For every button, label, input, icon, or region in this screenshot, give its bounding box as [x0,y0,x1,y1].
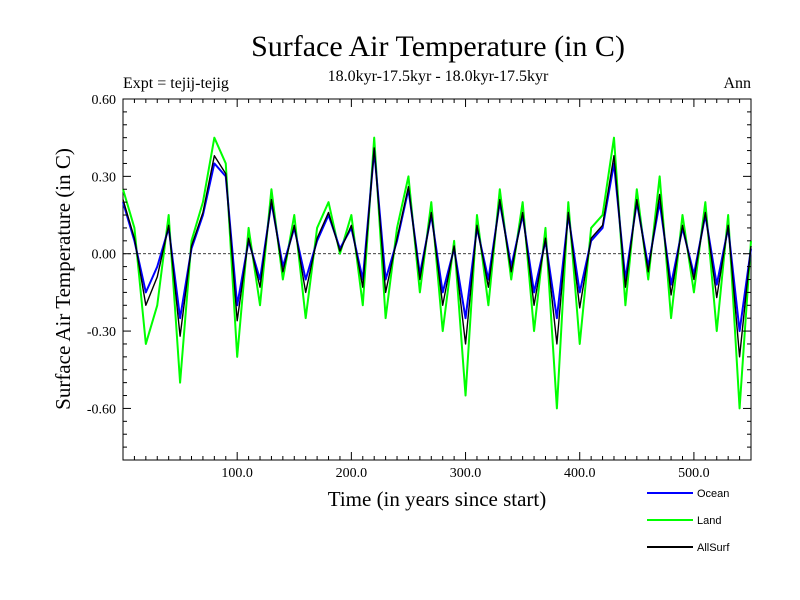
series-line-ocean [122,149,752,333]
season-label: Ann [723,75,751,92]
y-tick-label: -0.60 [87,402,116,417]
series-line-allsurf [122,147,752,358]
legend-label-allsurf: AllSurf [697,542,730,554]
x-tick-label: 500.0 [678,466,710,481]
x-tick-label: 300.0 [450,466,482,481]
chart-subtitle: 18.0kyr-17.5kyr - 18.0kyr-17.5kyr [328,68,549,85]
plot-area: 100.0 200.0 300.0 400.0 500.0 0.60 0.30 0.00 -0.… [87,93,752,481]
series-group [122,136,752,410]
y-tick-label: 0.30 [92,170,117,185]
x-tick-label: 200.0 [336,466,368,481]
legend-label-land: Land [697,515,721,527]
y-axis-label: Surface Air Temperature (in C) [51,148,75,410]
chart-title: Surface Air Temperature (in C) [251,30,625,63]
x-tick-label: 400.0 [564,466,596,481]
y-tick-label: 0.60 [92,93,117,108]
legend: Ocean Land AllSurf [647,488,730,554]
plot-frame [122,98,752,461]
x-axis-label: Time (in years since start) [328,487,547,511]
series-line-land [122,136,752,410]
y-tick-label: -0.30 [87,325,116,340]
x-tick-label: 100.0 [221,466,253,481]
legend-label-ocean: Ocean [697,488,729,500]
experiment-label: Expt = tejij-tejig [123,75,229,92]
ticks-group: 100.0 200.0 300.0 400.0 500.0 0.60 0.30 0.00 -0.… [87,93,751,481]
y-tick-label: 0.00 [92,248,117,263]
